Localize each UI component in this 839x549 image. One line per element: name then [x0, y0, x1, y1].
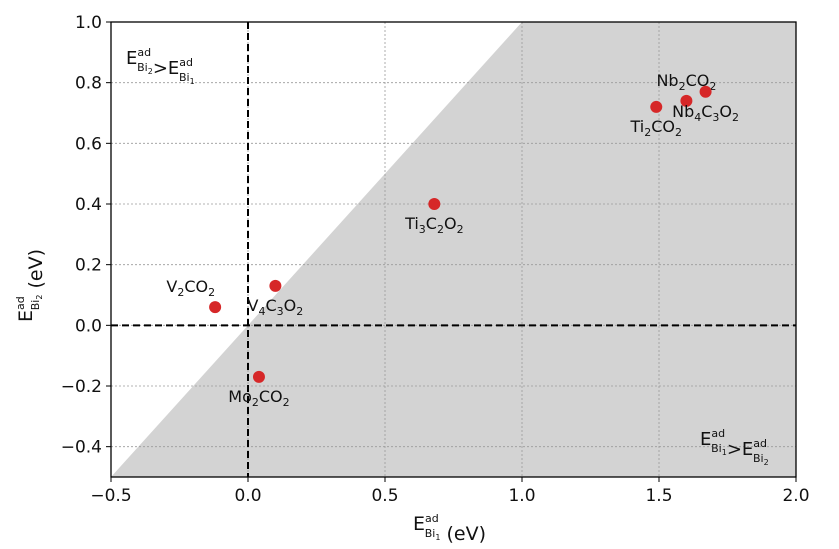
- x-tick-label: 0.0: [234, 486, 261, 506]
- data-point: [650, 100, 663, 113]
- point-label: Ti2CO2: [630, 117, 683, 139]
- region-label-top-left: Ead Bi2>Ead Bi1: [126, 46, 195, 86]
- point-label: Nb2CO2: [656, 71, 716, 93]
- y-axis-label-group: Ead Bi2 (eV): [14, 249, 47, 322]
- y-tick-label: −0.2: [61, 377, 102, 397]
- point-label: Ti3C2O2: [404, 214, 464, 236]
- y-tick-label: 0.6: [75, 134, 102, 154]
- data-point: [269, 279, 282, 292]
- x-tick-label: 0.5: [371, 486, 398, 506]
- data-point: [428, 198, 441, 210]
- point-label: V4C3O2: [248, 296, 304, 318]
- y-tick-label: 1.0: [75, 13, 102, 33]
- data-point: [252, 370, 265, 383]
- region-label-bottom-right: Ead Bi1>Ead Bi2: [700, 427, 769, 467]
- shaded-region: [111, 22, 796, 477]
- point-label: V2CO2: [166, 277, 215, 299]
- data-point: [680, 94, 693, 107]
- x-tick-label: −0.5: [90, 486, 131, 506]
- data-point: [209, 301, 222, 314]
- y-tick-label: 0.4: [75, 195, 102, 215]
- point-label: Nb4C3O2: [672, 102, 739, 124]
- x-tick-label: 2.0: [782, 486, 809, 506]
- y-tick-label: 0.0: [75, 316, 102, 336]
- point-label: Mo2CO2: [228, 387, 289, 409]
- x-axis-label: Ead Bi1 (eV): [413, 512, 486, 545]
- x-tick-label: 1.0: [508, 486, 535, 506]
- y-tick-label: 0.8: [75, 74, 102, 94]
- y-tick-label: −0.4: [61, 438, 102, 458]
- x-tick-label: 1.5: [645, 486, 672, 506]
- plot-frame: [110, 21, 797, 478]
- y-axis-label: Ead Bi2 (eV): [14, 249, 47, 322]
- y-tick-label: 0.2: [75, 256, 102, 276]
- data-point: [699, 85, 712, 98]
